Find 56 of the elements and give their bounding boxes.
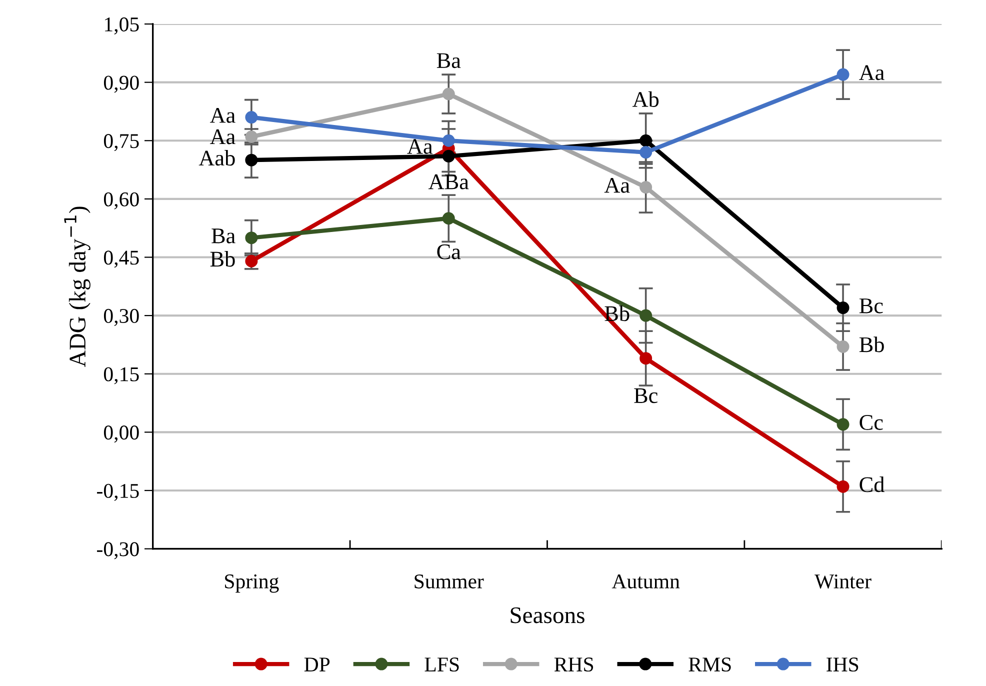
legend-label: IHS (826, 658, 858, 672)
legend-label: DP (304, 658, 330, 672)
annotation: Bc (634, 388, 658, 404)
legend-label: RMS (688, 658, 731, 672)
point (836, 418, 850, 431)
annotation: Ba (212, 228, 236, 244)
y-axis-title: ADG (kg day$^{−1}$) (64, 206, 90, 368)
point (836, 302, 850, 314)
point (442, 88, 455, 100)
annotation: Cd (860, 476, 884, 492)
x-tick-label: Winter (814, 574, 872, 589)
y-tick-label: 0,60 (104, 192, 139, 210)
point (640, 309, 652, 322)
annotation: Bb (859, 336, 884, 352)
y-tick-label: 0,15 (104, 367, 139, 384)
x-tick-label: Summer (414, 574, 484, 588)
annotation: Aab (198, 150, 235, 166)
point (836, 480, 850, 493)
annotation: ABa (428, 174, 469, 190)
annotation: Ba (436, 53, 461, 68)
y-tick-label: 0,30 (104, 308, 139, 326)
point (245, 232, 258, 244)
point (442, 134, 455, 147)
y-tick-label: 0,45 (104, 250, 139, 268)
annotation: Aa (604, 178, 630, 193)
y-tick-label: 0,00 (104, 426, 139, 443)
point (245, 154, 258, 166)
annotation: Cc (860, 415, 883, 430)
annotation: Aa (210, 129, 236, 144)
point (640, 146, 652, 159)
point (640, 181, 652, 194)
y-tick-label: 0,90 (104, 76, 139, 93)
annotation: Ab (632, 91, 659, 107)
annotation: Aa (210, 108, 236, 123)
point (442, 150, 455, 162)
annotation: Bc (859, 298, 883, 314)
annotation: Bb (210, 251, 235, 267)
annotation: Aa (407, 139, 433, 154)
y-tick-label: -0,15 (97, 484, 139, 501)
point (640, 352, 652, 365)
legend-label: RHS (554, 658, 594, 672)
x-axis-title: Seasons (510, 607, 584, 624)
annotation: Aa (859, 65, 884, 80)
y-tick-label: 1,05 (105, 17, 139, 34)
point (836, 340, 850, 353)
x-tick-label: Autumn (612, 574, 680, 588)
point (836, 68, 850, 81)
point (640, 134, 652, 147)
annotation: Ca (437, 244, 461, 260)
x-tick-label: Spring (225, 574, 279, 593)
y-tick-label: -0,30 (97, 542, 139, 560)
legend-label: LFS (424, 658, 459, 672)
y-tick-label: 0,75 (104, 134, 139, 152)
point (442, 212, 455, 225)
point (245, 111, 258, 124)
annotation: Bb (604, 305, 630, 322)
